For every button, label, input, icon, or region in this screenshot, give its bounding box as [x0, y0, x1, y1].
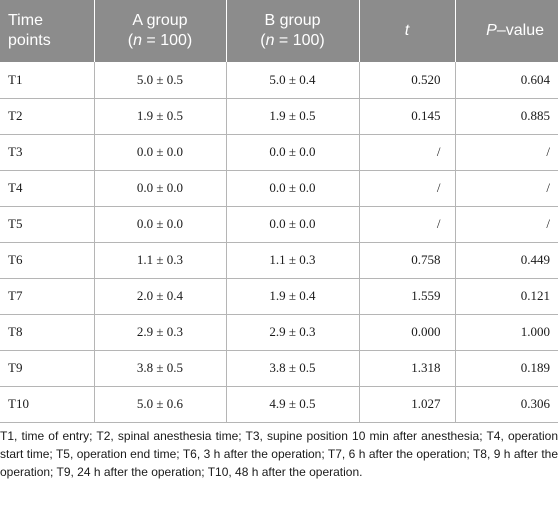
cell-p: 0.604: [455, 62, 558, 99]
cell-a-group: 2.9 ± 0.3: [94, 314, 227, 351]
header-p-var: P: [486, 22, 497, 39]
header-a-label: A group: [132, 12, 188, 29]
cell-t: 0.758: [359, 242, 456, 279]
cell-t: 1.027: [359, 386, 456, 423]
cell-p: 1.000: [455, 314, 558, 351]
cell-b-group: 0.0 ± 0.0: [226, 206, 360, 243]
table-row: T8 2.9 ± 0.3 2.9 ± 0.3 0.000 1.000: [0, 314, 558, 351]
cell-p: 0.189: [455, 350, 558, 387]
header-a-open-paren: (: [127, 32, 134, 49]
cell-b-group: 0.0 ± 0.0: [226, 134, 360, 171]
cell-time: T9: [0, 350, 95, 387]
table-footnote: T1, time of entry; T2, spinal anesthesia…: [0, 429, 558, 479]
table-row: T10 5.0 ± 0.6 4.9 ± 0.5 1.027 0.306: [0, 386, 558, 423]
header-a-count: = 100): [141, 32, 193, 49]
cell-b-group: 3.8 ± 0.5: [226, 350, 360, 387]
table-row: T5 0.0 ± 0.0 0.0 ± 0.0 / /: [0, 206, 558, 243]
cell-b-group: 5.0 ± 0.4: [226, 62, 360, 99]
cell-time: T7: [0, 278, 95, 315]
cell-a-group: 5.0 ± 0.5: [94, 62, 227, 99]
cell-b-group: 1.9 ± 0.4: [226, 278, 360, 315]
cell-time: T6: [0, 242, 95, 279]
table-row: T7 2.0 ± 0.4 1.9 ± 0.4 1.559 0.121: [0, 278, 558, 315]
header-time-line2: points: [8, 32, 51, 49]
header-a-n: n: [133, 32, 142, 49]
cell-a-group: 5.0 ± 0.6: [94, 386, 227, 423]
cell-t: /: [359, 206, 456, 243]
header-t: t: [359, 0, 456, 62]
cell-time: T1: [0, 62, 95, 99]
header-row: Time points A group (n = 100) B group (n…: [0, 0, 558, 62]
header-p-value: P–value: [455, 0, 558, 62]
cell-a-group: 3.8 ± 0.5: [94, 350, 227, 387]
cell-time: T10: [0, 386, 95, 423]
cell-t: 1.559: [359, 278, 456, 315]
cell-t: 0.000: [359, 314, 456, 351]
table-row: T3 0.0 ± 0.0 0.0 ± 0.0 / /: [0, 134, 558, 171]
cell-p: /: [455, 134, 558, 171]
cell-p: 0.885: [455, 98, 558, 135]
table-row: T2 1.9 ± 0.5 1.9 ± 0.5 0.145 0.885: [0, 98, 558, 135]
table-header: Time points A group (n = 100) B group (n…: [0, 0, 558, 62]
table-row: T9 3.8 ± 0.5 3.8 ± 0.5 1.318 0.189: [0, 350, 558, 387]
table-row: T4 0.0 ± 0.0 0.0 ± 0.0 / /: [0, 170, 558, 207]
header-b-count: = 100): [274, 32, 325, 49]
header-p-rest: –value: [496, 22, 544, 39]
cell-a-group: 2.0 ± 0.4: [94, 278, 227, 315]
table-row: T6 1.1 ± 0.3 1.1 ± 0.3 0.758 0.449: [0, 242, 558, 279]
cell-b-group: 2.9 ± 0.3: [226, 314, 360, 351]
comparison-table: Time points A group (n = 100) B group (n…: [0, 0, 558, 423]
cell-p: 0.121: [455, 278, 558, 315]
cell-time: T8: [0, 314, 95, 351]
table-row: T1 5.0 ± 0.5 5.0 ± 0.4 0.520 0.604: [0, 62, 558, 99]
cell-p: 0.449: [455, 242, 558, 279]
cell-a-group: 1.9 ± 0.5: [94, 98, 227, 135]
header-b-label: B group: [264, 12, 321, 29]
table-body: T1 5.0 ± 0.5 5.0 ± 0.4 0.520 0.604 T2 1.…: [0, 62, 558, 423]
cell-b-group: 1.1 ± 0.3: [226, 242, 360, 279]
cell-b-group: 1.9 ± 0.5: [226, 98, 360, 135]
cell-a-group: 0.0 ± 0.0: [94, 206, 227, 243]
cell-p: /: [455, 170, 558, 207]
cell-time: T2: [0, 98, 95, 135]
header-b-n: n: [265, 32, 275, 49]
header-a-group: A group (n = 100): [94, 0, 227, 62]
cell-t: 0.520: [359, 62, 456, 99]
cell-t: 0.145: [359, 98, 456, 135]
header-time-points: Time points: [0, 0, 95, 62]
cell-a-group: 0.0 ± 0.0: [94, 170, 227, 207]
cell-p: 0.306: [455, 386, 558, 423]
cell-b-group: 0.0 ± 0.0: [226, 170, 360, 207]
cell-t: /: [359, 170, 456, 207]
cell-a-group: 0.0 ± 0.0: [94, 134, 227, 171]
header-time-line1: Time: [8, 12, 43, 29]
cell-time: T5: [0, 206, 95, 243]
cell-b-group: 4.9 ± 0.5: [226, 386, 360, 423]
cell-p: /: [455, 206, 558, 243]
cell-time: T3: [0, 134, 95, 171]
cell-a-group: 1.1 ± 0.3: [94, 242, 227, 279]
header-b-open-paren: (: [260, 32, 266, 49]
header-b-group: B group (n = 100): [226, 0, 360, 62]
cell-t: /: [359, 134, 456, 171]
cell-time: T4: [0, 170, 95, 207]
cell-t: 1.318: [359, 350, 456, 387]
